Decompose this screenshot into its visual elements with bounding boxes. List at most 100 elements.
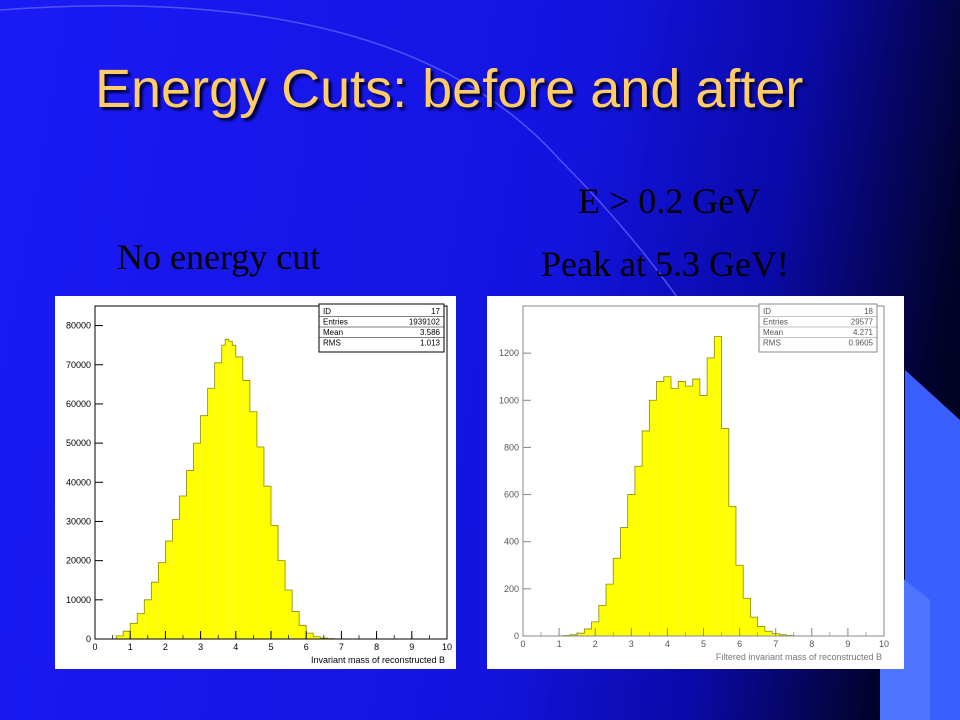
histogram-bar xyxy=(263,486,271,639)
histogram-bar xyxy=(606,584,614,636)
y-tick-label: 50000 xyxy=(66,438,91,448)
y-tick-label: 0 xyxy=(86,634,91,644)
stats-value: 1.013 xyxy=(420,339,441,348)
x-axis-label: Invariant mass of reconstructed B xyxy=(311,655,445,665)
histogram-bar xyxy=(620,527,628,636)
y-tick-label: 800 xyxy=(504,442,519,452)
histogram-bar xyxy=(228,341,233,639)
y-tick-label: 20000 xyxy=(66,556,91,566)
stats-value: 4.271 xyxy=(853,328,874,337)
stats-label: ID xyxy=(763,307,771,316)
histogram-bar xyxy=(137,613,145,639)
histogram-bar xyxy=(144,599,152,639)
histogram-bar xyxy=(714,336,722,636)
y-tick-label: 400 xyxy=(504,537,519,547)
x-tick-label: 9 xyxy=(409,642,414,652)
histogram-bar xyxy=(721,428,729,636)
histogram-bar xyxy=(743,598,751,636)
x-tick-label: 7 xyxy=(339,642,344,652)
histogram-bar xyxy=(271,525,279,639)
histogram-bar xyxy=(151,582,159,639)
stats-label: Mean xyxy=(323,328,343,337)
y-tick-label: 600 xyxy=(504,490,519,500)
histogram-bar xyxy=(634,466,643,636)
histogram-panel-with-cut: 0 1 2 3 4 5 6 7 8 9 10 0 200 400 600 800 1000 1200 Filtere… xyxy=(487,296,904,669)
histogram-bar xyxy=(193,443,201,639)
histogram-bar xyxy=(207,388,215,639)
histogram-bar xyxy=(249,411,257,639)
stats-value: 1939102 xyxy=(409,318,441,327)
histogram-bar xyxy=(584,628,592,636)
histogram-bar xyxy=(649,400,657,636)
x-tick-label: 0 xyxy=(520,639,525,649)
histogram-bar xyxy=(692,379,700,636)
stats-label: Mean xyxy=(763,328,783,337)
histogram-bar xyxy=(642,430,650,636)
x-tick-label: 1 xyxy=(557,639,562,649)
histogram-outline xyxy=(562,336,801,637)
histogram-bar xyxy=(577,633,585,636)
stats-label: Entries xyxy=(323,318,348,327)
stats-value: 18 xyxy=(864,307,873,316)
stats-label: RMS xyxy=(323,339,341,348)
histogram-bar xyxy=(750,617,758,636)
histogram-bar xyxy=(278,560,286,639)
histogram-bar xyxy=(779,634,787,636)
histogram-bar xyxy=(179,496,187,639)
histogram-bar xyxy=(165,541,173,639)
slide-title: Energy Cuts: before and after xyxy=(95,59,804,119)
histogram-bar xyxy=(678,381,686,636)
stats-value: 29577 xyxy=(851,318,874,327)
histogram-bar xyxy=(598,605,607,636)
histogram-bar xyxy=(123,631,131,639)
x-tick-label: 2 xyxy=(593,639,598,649)
x-tick-label: 8 xyxy=(374,642,379,652)
histogram-bar xyxy=(285,590,293,639)
y-tick-label: 200 xyxy=(504,584,519,594)
caption-no-energy-cut: No energy cut xyxy=(117,237,321,277)
histogram-bar xyxy=(656,381,664,636)
x-tick-label: 6 xyxy=(304,642,309,652)
y-tick-label: 60000 xyxy=(66,399,91,409)
y-tick-label: 10000 xyxy=(66,595,91,605)
x-tick-label: 2 xyxy=(163,642,168,652)
stats-label: Entries xyxy=(763,318,788,327)
x-tick-label: 10 xyxy=(442,642,452,652)
stats-value: 0.9605 xyxy=(849,339,874,348)
x-tick-label: 5 xyxy=(701,639,706,649)
histogram-bar xyxy=(757,626,765,636)
stats-label: ID xyxy=(323,307,331,316)
x-tick-label: 5 xyxy=(268,642,273,652)
stats-label: RMS xyxy=(763,339,781,348)
histogram-bar xyxy=(256,447,264,639)
histogram-bar xyxy=(232,345,236,639)
x-tick-label: 9 xyxy=(845,639,850,649)
x-tick-label: 3 xyxy=(629,639,634,649)
y-tick-label: 80000 xyxy=(66,321,91,331)
histogram-bar xyxy=(306,633,314,639)
histogram-bar xyxy=(200,415,208,639)
x-tick-label: 4 xyxy=(665,639,670,649)
x-tick-label: 4 xyxy=(233,642,238,652)
x-tick-label: 8 xyxy=(809,639,814,649)
histogram-bar xyxy=(214,362,222,639)
x-tick-label: 6 xyxy=(737,639,742,649)
x-tick-label: 3 xyxy=(198,642,203,652)
histogram-bar xyxy=(627,494,635,636)
histogram-bar xyxy=(235,356,243,639)
y-tick-label: 1000 xyxy=(499,395,519,405)
stats-box xyxy=(318,303,445,353)
histogram-bar xyxy=(221,345,226,639)
x-tick-label: 7 xyxy=(773,639,778,649)
y-tick-label: 30000 xyxy=(66,516,91,526)
x-axis-label: Filtered invariant mass of reconstructed… xyxy=(716,652,882,662)
histogram-bar xyxy=(671,388,679,636)
histogram-outline xyxy=(109,338,349,640)
histogram-with-cut: 0 1 2 3 4 5 6 7 8 9 10 0 200 400 600 800 1000 1200 Filtere… xyxy=(499,303,889,662)
histogram-bar xyxy=(172,519,180,639)
histogram-bar xyxy=(569,634,578,636)
histogram-bar xyxy=(663,376,672,636)
histogram-bar xyxy=(292,611,300,639)
histogram-bar xyxy=(728,506,736,636)
